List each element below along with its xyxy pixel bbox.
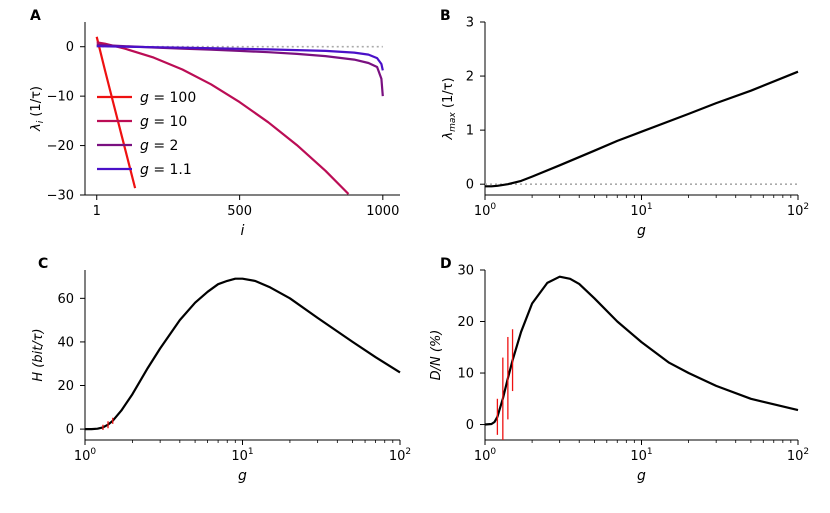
x-tick-label: 102 xyxy=(787,202,809,219)
legend-label: g = 2 xyxy=(140,138,178,154)
y-tick-label: 0 xyxy=(466,418,474,433)
y-tick-label: 40 xyxy=(57,335,74,350)
x-tick-label: 102 xyxy=(389,447,411,464)
panel-letter-b: B xyxy=(440,8,451,24)
x-tick-label: 101 xyxy=(231,447,253,464)
series-line xyxy=(96,45,384,71)
panel-c: 100 101 102 g 0 20 40 60 H (bit/τ) xyxy=(31,270,411,484)
y-axis-label: λi (1/τ) xyxy=(29,86,46,132)
y-axis-label: H (bit/τ) xyxy=(31,328,46,381)
x-axis-label: g xyxy=(238,468,247,484)
y-tick-label: 30 xyxy=(457,264,474,279)
series-line xyxy=(85,277,401,431)
panel-d: 100 101 102 g 0 10 20 30 D/N (%) xyxy=(429,264,809,485)
x-tick-label: 1 xyxy=(93,204,101,219)
y-tick-label: 2 xyxy=(466,70,474,85)
panel-letter-a: A xyxy=(30,8,41,24)
x-axis-label: g xyxy=(637,468,646,484)
y-tick-label: −30 xyxy=(47,189,74,204)
panel-letter-d: D xyxy=(440,256,452,272)
panel-b: 100 101 102 g 0 1 2 3 λmax (1/τ) xyxy=(441,16,809,240)
x-tick-label: 102 xyxy=(787,447,809,464)
y-tick-label: 60 xyxy=(57,292,74,307)
panel-a: 1 500 1000 i 0 −10 −20 −30 λi (1/τ) g = 100 g = 10… xyxy=(29,22,400,239)
x-axis-label: g xyxy=(637,223,646,239)
series-line xyxy=(485,275,799,426)
x-tick-label: 100 xyxy=(74,447,97,464)
y-tick-label: 10 xyxy=(457,367,474,382)
x-tick-label: 100 xyxy=(474,447,497,464)
x-tick-label: 101 xyxy=(630,447,652,464)
y-tick-label: 20 xyxy=(57,379,74,394)
x-tick-label: 100 xyxy=(474,202,497,219)
y-tick-label: 20 xyxy=(457,315,474,330)
x-axis-label: i xyxy=(241,223,245,239)
series-line xyxy=(95,36,137,189)
y-tick-label: −20 xyxy=(47,139,74,154)
legend-label: g = 1.1 xyxy=(140,162,192,178)
x-tick-label: 101 xyxy=(630,202,652,219)
panel-letter-c: C xyxy=(38,256,48,272)
y-tick-label: 1 xyxy=(466,124,474,139)
y-tick-label: 0 xyxy=(66,423,74,438)
y-axis-label: λmax (1/τ) xyxy=(441,77,458,140)
y-tick-label: 3 xyxy=(466,16,474,31)
y-axis-label: D/N (%) xyxy=(429,330,444,381)
x-tick-label: 500 xyxy=(227,204,252,219)
x-tick-label: 1000 xyxy=(366,204,399,219)
y-tick-label: −10 xyxy=(47,90,74,105)
series-line xyxy=(485,70,799,188)
y-tick-label: 0 xyxy=(466,178,474,193)
series-line xyxy=(96,41,350,195)
legend-label: g = 100 xyxy=(140,90,196,106)
y-tick-label: 0 xyxy=(66,40,74,55)
legend-label: g = 10 xyxy=(140,114,187,130)
